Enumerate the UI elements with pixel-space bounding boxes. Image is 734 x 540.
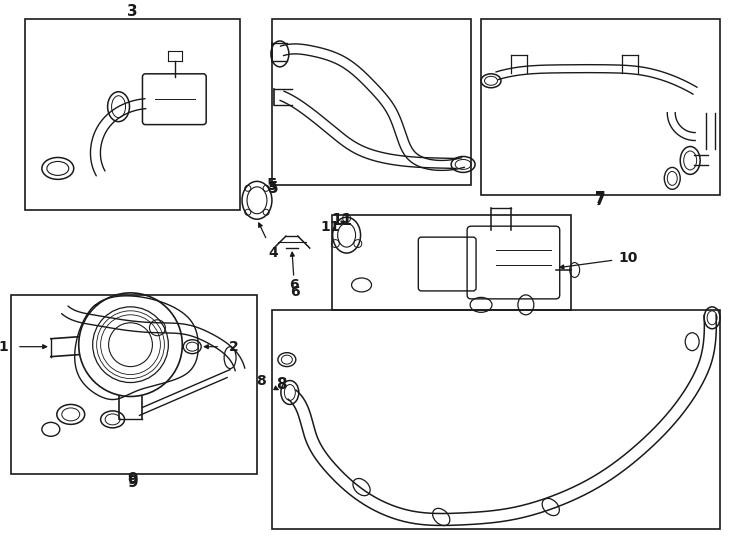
Text: 5: 5: [266, 178, 277, 193]
Text: 7: 7: [595, 191, 606, 206]
Text: 5: 5: [268, 181, 278, 196]
Text: 2: 2: [229, 340, 239, 354]
Text: 10: 10: [619, 251, 638, 265]
Text: 3: 3: [127, 4, 138, 18]
Bar: [272, 310, 720, 529]
Text: 1: 1: [0, 340, 8, 354]
Text: 11: 11: [321, 220, 340, 234]
Text: 6: 6: [290, 285, 299, 299]
Bar: [332, 215, 570, 310]
Text: 9: 9: [127, 475, 138, 490]
Text: 8: 8: [277, 377, 287, 392]
Text: 9: 9: [127, 471, 138, 487]
Bar: [272, 19, 471, 185]
Text: 11: 11: [331, 213, 352, 228]
Text: 4: 4: [268, 246, 277, 260]
Bar: [481, 19, 720, 195]
Text: 6: 6: [289, 278, 299, 292]
Text: 8: 8: [257, 374, 266, 388]
Text: 7: 7: [595, 193, 606, 208]
Bar: [25, 19, 240, 210]
Bar: [11, 295, 257, 474]
